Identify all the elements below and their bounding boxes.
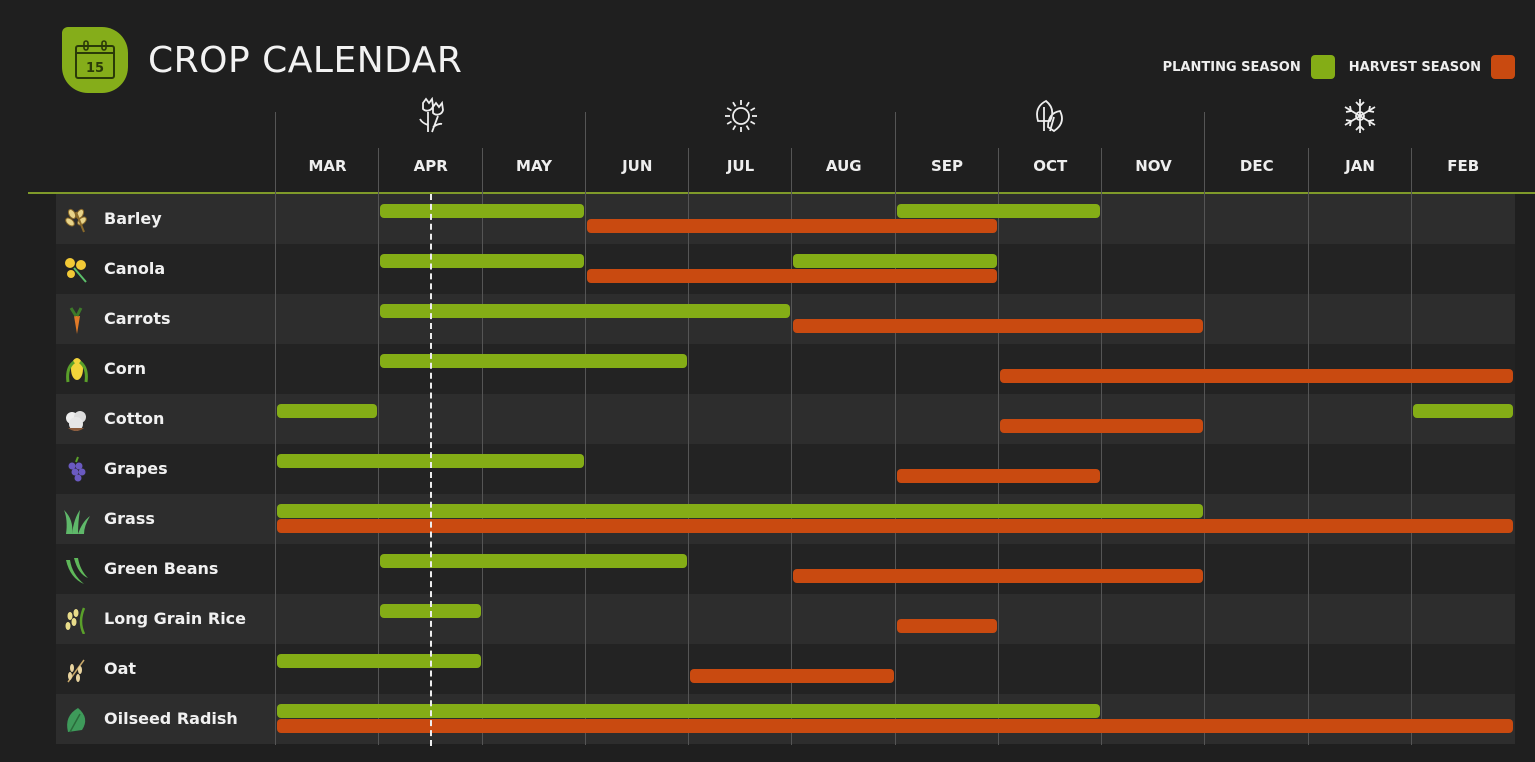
legend-planting-swatch	[1310, 55, 1335, 79]
planting-bar	[1412, 404, 1513, 418]
harvest-bar	[793, 569, 1204, 583]
corn-icon	[62, 356, 90, 384]
rice-icon	[62, 606, 90, 635]
page-title: CROP CALENDAR	[148, 40, 463, 81]
planting-bar	[277, 654, 481, 668]
planting-bar	[277, 404, 378, 418]
legend-harvest-swatch	[1491, 55, 1515, 79]
crop-name: Carrots	[104, 309, 171, 328]
harvest-bar	[999, 369, 1513, 383]
month-label-jul: JUL	[726, 157, 755, 175]
planting-bar	[793, 254, 997, 268]
crop-row: Grapes	[56, 444, 1515, 494]
cotton-icon	[62, 406, 90, 434]
month-divider	[378, 148, 379, 745]
calendar-logo: 15	[62, 27, 128, 93]
planting-bar	[380, 304, 791, 318]
season-divider	[895, 112, 896, 745]
grass-icon	[62, 506, 90, 534]
svg-text:15: 15	[86, 61, 104, 76]
snowflake-icon	[1340, 97, 1380, 135]
season-divider	[1204, 112, 1205, 745]
crop-name: Grass	[104, 509, 155, 528]
calendar-icon: 15	[75, 40, 115, 79]
harvest-bar	[793, 319, 1204, 333]
harvest-bar	[277, 519, 1513, 533]
crop-name: Oilseed Radish	[104, 709, 238, 728]
month-divider	[998, 148, 999, 745]
planting-bar	[277, 504, 1204, 518]
harvest-bar	[690, 669, 894, 683]
month-divider	[1101, 148, 1102, 745]
month-label-may: MAY	[516, 157, 552, 175]
legend-planting-label: PLANTING SEASON	[1162, 59, 1301, 75]
tulip-icon	[411, 96, 451, 135]
month-divider	[688, 148, 689, 745]
harvest-bar	[896, 619, 997, 633]
crop-name: Corn	[104, 359, 147, 378]
month-label-dec: DEC	[1239, 157, 1274, 175]
crop-name: Grapes	[104, 459, 168, 478]
planting-bar	[896, 204, 1100, 218]
grapes-icon	[62, 456, 90, 484]
planting-bar	[380, 554, 687, 568]
month-divider	[1411, 148, 1412, 745]
season-divider	[275, 112, 276, 745]
flower-icon	[62, 256, 90, 284]
month-label-jun: JUN	[622, 157, 653, 175]
oat-icon	[62, 656, 90, 684]
month-label-mar: MAR	[308, 157, 347, 175]
sun-icon	[721, 97, 761, 135]
current-date-marker	[430, 194, 432, 746]
crop-name: Oat	[104, 659, 137, 678]
carrot-icon	[62, 306, 90, 334]
legend: PLANTING SEASON HARVEST SEASON	[1163, 55, 1515, 79]
harvest-bar	[586, 269, 997, 283]
planting-bar	[380, 354, 687, 368]
leaves-icon	[1030, 97, 1070, 135]
month-divider	[482, 148, 483, 745]
month-divider	[791, 148, 792, 745]
month-label-nov: NOV	[1135, 157, 1172, 175]
month-label-sep: SEP	[930, 157, 964, 175]
month-label-jan: JAN	[1345, 157, 1375, 175]
harvest-bar	[586, 219, 997, 233]
harvest-bar	[999, 419, 1204, 433]
crop-row: Long Grain Rice	[56, 594, 1515, 644]
planting-bar	[277, 704, 1100, 718]
crop-name: Long Grain Rice	[104, 609, 247, 628]
header-divider	[28, 192, 1535, 194]
crop-name: Green Beans	[104, 559, 219, 578]
month-label-oct: OCT	[1033, 157, 1068, 175]
crop-name: Canola	[104, 259, 166, 278]
planting-bar	[380, 254, 584, 268]
month-divider	[1308, 148, 1309, 745]
radish-leaf-icon	[62, 706, 90, 734]
season-divider	[585, 112, 586, 745]
crop-name: Barley	[104, 209, 162, 228]
wheat-icon	[62, 206, 90, 234]
crop-row: Green Beans	[56, 544, 1515, 594]
harvest-bar	[896, 469, 1100, 483]
crop-name: Cotton	[104, 409, 165, 428]
month-label-apr: APR	[413, 157, 448, 175]
legend-harvest-label: HARVEST SEASON	[1348, 59, 1481, 75]
planting-bar	[380, 204, 584, 218]
month-label-feb: FEB	[1447, 157, 1480, 175]
harvest-bar	[277, 719, 1513, 733]
crop-row: Cotton	[56, 394, 1515, 444]
month-label-aug: AUG	[825, 157, 862, 175]
beans-icon	[62, 556, 90, 584]
crop-row: Carrots	[56, 294, 1515, 344]
